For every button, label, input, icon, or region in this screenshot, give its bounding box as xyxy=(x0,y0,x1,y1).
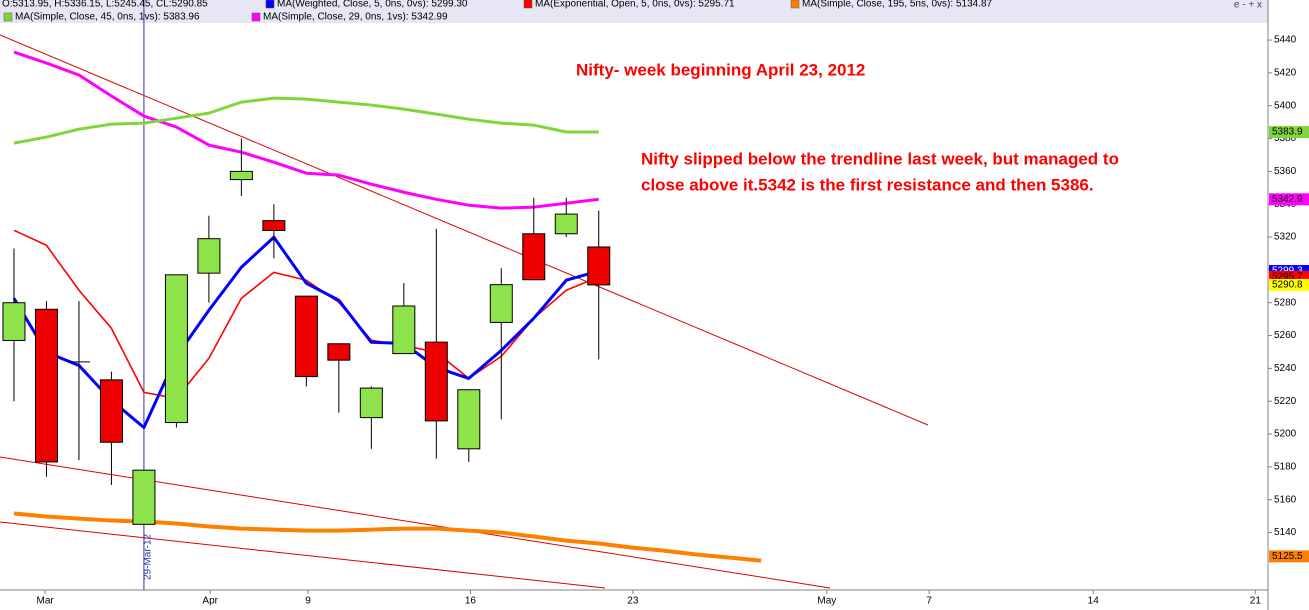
price-tag-label: 5383.9 xyxy=(1272,127,1303,138)
candle-body xyxy=(424,341,448,422)
candle-body xyxy=(229,170,253,181)
y-tick-label: 5360 xyxy=(1274,166,1297,177)
candle-body xyxy=(457,389,481,450)
ma-line xyxy=(13,96,599,145)
legend-swatch xyxy=(251,12,261,22)
price-tag xyxy=(1269,550,1309,563)
cursor-label: 29-Mar-12 xyxy=(143,533,154,580)
y-tick-label: 5180 xyxy=(1274,462,1297,473)
y-tick-label: 5260 xyxy=(1274,330,1297,341)
y-tick-label: 5380 xyxy=(1274,133,1297,144)
legend-band xyxy=(0,0,1268,23)
y-tick-label: 5440 xyxy=(1274,35,1297,46)
price-tag xyxy=(1269,193,1309,206)
x-tick-label: Mar xyxy=(37,596,55,607)
legend-label: MA(Simple, Close, 45, 0ns, 1vs): 5383.96 xyxy=(15,12,200,23)
y-tick-label: 5220 xyxy=(1274,396,1297,407)
legend-swatch xyxy=(3,12,13,22)
x-tick-label: 14 xyxy=(1088,596,1100,607)
candle-body xyxy=(99,379,123,443)
y-tick-label: 5240 xyxy=(1274,363,1297,374)
price-tag-label: 5295.7 xyxy=(1272,272,1303,283)
annotation: close above it.5342 is the first resista… xyxy=(641,175,1094,194)
candle-body xyxy=(132,469,156,525)
y-tick-label: 5160 xyxy=(1274,494,1297,505)
candle-body xyxy=(392,305,416,355)
annotation: Nifty slipped below the trendline last w… xyxy=(641,149,1119,168)
price-tag xyxy=(1269,278,1309,291)
y-tick-label: 5200 xyxy=(1274,429,1297,440)
x-tick-label: May xyxy=(817,596,836,607)
x-tick-label: 7 xyxy=(926,596,932,607)
window-controls[interactable]: e - + x xyxy=(1234,0,1262,11)
candle-body xyxy=(359,387,383,419)
ohlc-legend: O:5313.95, H:5336.15, L:5245.45, CL:5290… xyxy=(2,0,208,10)
legend-label: MA(Simple, Close, 195, 5ns, 0vs): 5134.8… xyxy=(802,0,993,10)
x-tick-label: 9 xyxy=(305,596,311,607)
candle-body xyxy=(262,220,286,231)
y-tick-label: 5400 xyxy=(1274,100,1297,111)
x-tick-label: 21 xyxy=(1250,596,1262,607)
candle-body xyxy=(327,343,351,361)
ma-line xyxy=(13,50,599,210)
price-tag xyxy=(1269,126,1309,139)
legend-label: MA(Simple, Close, 29, 0ns, 1vs): 5342.99 xyxy=(263,12,448,23)
legend-label: MA(Exponential, Open, 5, 0ns, 0vs): 5295… xyxy=(535,0,735,10)
price-tag-label: 5342.9 xyxy=(1272,194,1303,205)
x-tick-label: 16 xyxy=(465,596,477,607)
price-tag-label: 5290.8 xyxy=(1272,280,1303,291)
legend-label: MA(Weighted, Close, 5, 0ns, 0vs): 5299.3… xyxy=(277,0,468,10)
candle-body xyxy=(2,302,26,341)
candle-body xyxy=(197,238,221,274)
candle-body xyxy=(489,284,513,323)
candle-body xyxy=(34,308,58,463)
y-tick-label: 5140 xyxy=(1274,527,1297,538)
candle-body xyxy=(294,295,318,378)
y-tick-label: 5320 xyxy=(1274,232,1297,243)
y-tick-label: 5280 xyxy=(1274,297,1297,308)
legend-swatch xyxy=(265,0,275,9)
trendline xyxy=(0,34,929,426)
y-tick-label: 5420 xyxy=(1274,68,1297,79)
candle-body xyxy=(587,246,611,286)
annotation: Nifty- week beginning April 23, 2012 xyxy=(576,60,865,79)
legend-swatch xyxy=(523,0,533,9)
candle-body xyxy=(554,213,578,235)
candle-body xyxy=(164,274,188,424)
trendline xyxy=(0,521,606,589)
x-tick-label: 23 xyxy=(627,596,639,607)
price-tag-label: 5125.5 xyxy=(1272,551,1303,562)
candle-body xyxy=(522,233,546,281)
x-tick-label: Apr xyxy=(202,596,218,607)
legend-swatch xyxy=(790,0,800,9)
